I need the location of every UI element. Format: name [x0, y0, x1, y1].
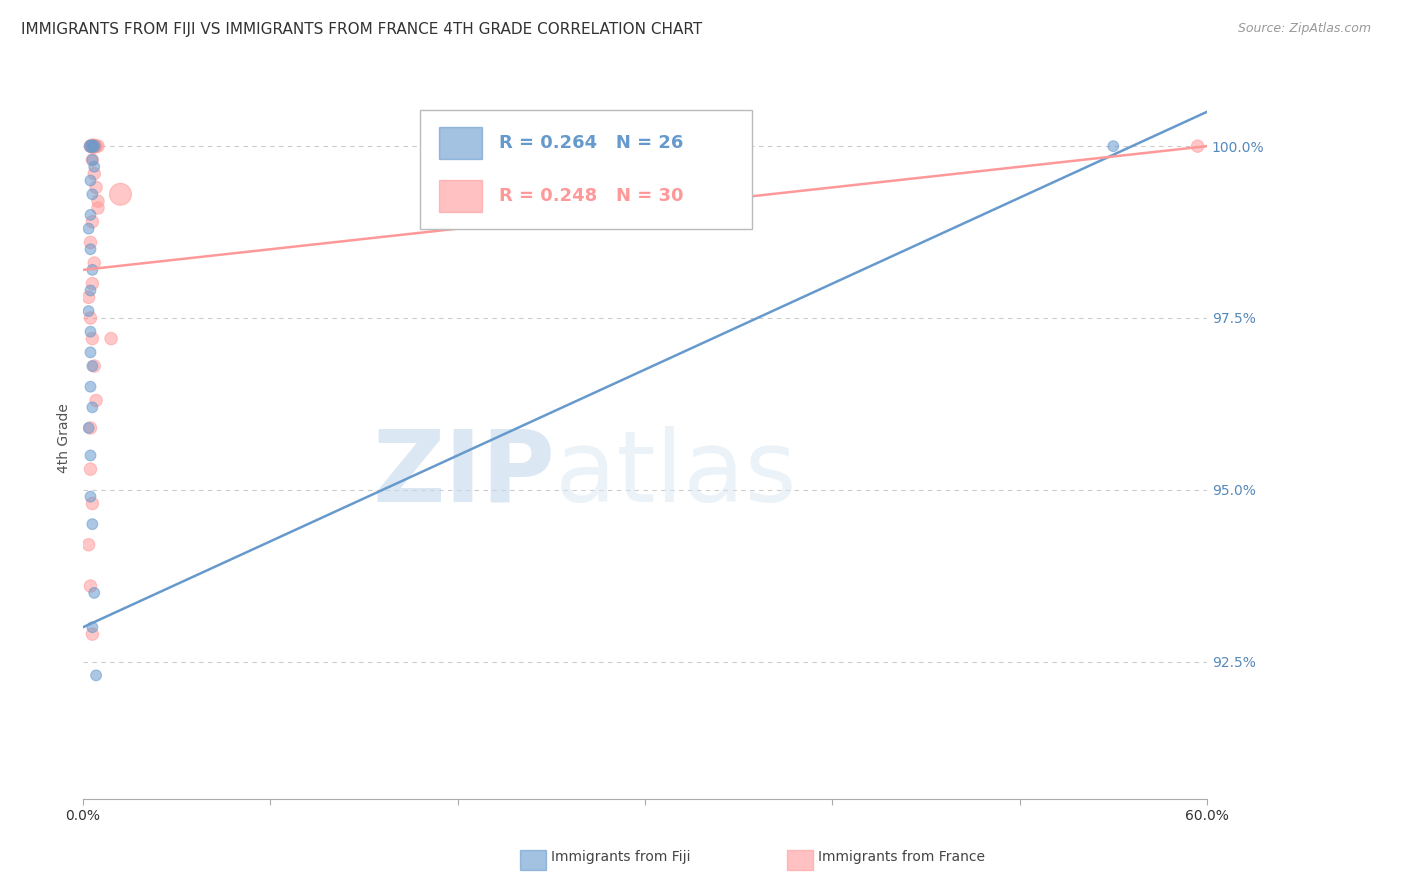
- Point: [79, 325, 101, 339]
- Point: [83, 256, 105, 270]
- Point: [83, 139, 105, 153]
- Point: [79, 284, 101, 298]
- Point: [110, 187, 132, 202]
- Text: atlas: atlas: [555, 425, 797, 523]
- Text: Immigrants from Fiji: Immigrants from Fiji: [551, 850, 690, 864]
- Point: [82, 401, 104, 415]
- Point: [82, 627, 104, 641]
- Point: [82, 139, 104, 153]
- Point: [83, 139, 105, 153]
- Point: [82, 215, 104, 229]
- Point: [82, 359, 104, 373]
- Point: [79, 139, 101, 153]
- Point: [79, 579, 101, 593]
- Point: [77, 290, 100, 304]
- Point: [79, 380, 101, 394]
- Point: [82, 620, 104, 634]
- Point: [79, 208, 101, 222]
- Point: [1102, 139, 1125, 153]
- Point: [83, 586, 105, 600]
- Point: [82, 187, 104, 202]
- Text: Immigrants from France: Immigrants from France: [818, 850, 986, 864]
- Point: [79, 139, 101, 153]
- Point: [1187, 139, 1209, 153]
- Point: [77, 538, 100, 552]
- Point: [83, 167, 105, 181]
- Point: [82, 277, 104, 291]
- Point: [84, 180, 107, 194]
- Point: [79, 235, 101, 250]
- Text: ZIP: ZIP: [373, 425, 555, 523]
- Point: [82, 497, 104, 511]
- Point: [83, 139, 105, 153]
- Point: [82, 332, 104, 346]
- Text: Source: ZipAtlas.com: Source: ZipAtlas.com: [1237, 22, 1371, 36]
- Point: [79, 310, 101, 325]
- Point: [83, 160, 105, 174]
- Point: [79, 449, 101, 463]
- FancyBboxPatch shape: [439, 180, 482, 212]
- Point: [84, 668, 107, 682]
- Point: [77, 304, 100, 318]
- Point: [87, 194, 110, 209]
- Point: [79, 490, 101, 504]
- Point: [79, 242, 101, 256]
- Y-axis label: 4th Grade: 4th Grade: [58, 403, 72, 473]
- Point: [82, 139, 104, 153]
- Point: [82, 153, 104, 167]
- FancyBboxPatch shape: [420, 110, 752, 229]
- Point: [79, 173, 101, 187]
- FancyBboxPatch shape: [439, 127, 482, 159]
- Text: R = 0.264   N = 26: R = 0.264 N = 26: [499, 134, 683, 152]
- Point: [83, 359, 105, 373]
- Point: [79, 345, 101, 359]
- Point: [87, 201, 110, 215]
- Text: IMMIGRANTS FROM FIJI VS IMMIGRANTS FROM FRANCE 4TH GRADE CORRELATION CHART: IMMIGRANTS FROM FIJI VS IMMIGRANTS FROM …: [21, 22, 703, 37]
- Point: [84, 139, 107, 153]
- Point: [84, 393, 107, 408]
- Point: [100, 332, 122, 346]
- Point: [79, 421, 101, 435]
- Point: [79, 462, 101, 476]
- Point: [77, 421, 100, 435]
- Point: [82, 517, 104, 532]
- Text: R = 0.248   N = 30: R = 0.248 N = 30: [499, 187, 683, 205]
- Point: [82, 153, 104, 167]
- Point: [82, 263, 104, 277]
- Point: [82, 139, 104, 153]
- Point: [77, 221, 100, 235]
- Point: [87, 139, 110, 153]
